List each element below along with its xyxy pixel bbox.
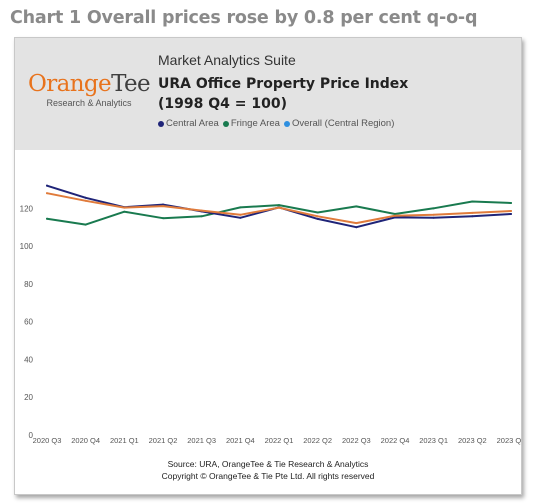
- x-tick-label-10: 2023 Q1: [419, 436, 448, 445]
- legend-label-central: Central Area: [166, 118, 219, 129]
- data-point-overall-10: [432, 213, 435, 216]
- x-tick-label-1: 2020 Q4: [71, 436, 100, 445]
- data-point-overall-3: [162, 205, 164, 208]
- data-point-fringe-area-0: [46, 217, 48, 220]
- data-point-overall-9: [394, 214, 396, 217]
- x-tick-label-8: 2022 Q3: [342, 436, 371, 445]
- data-point-fringe-area-3: [162, 217, 164, 220]
- y-tick-label-0: 0: [29, 431, 34, 440]
- data-point-fringe-area-6: [278, 204, 280, 207]
- y-tick-label-5: 100: [20, 242, 34, 251]
- source-line: Source: URA, OrangeTee & Tie Research & …: [167, 459, 369, 469]
- y-tick-label-3: 60: [24, 318, 33, 327]
- legend-label-fringe: Fringe Area: [230, 118, 280, 129]
- x-tick-label-0: 2020 Q3: [33, 436, 62, 445]
- logo-wordmark: OrangeTee: [25, 71, 153, 97]
- y-tick-label-2: 40: [24, 355, 33, 364]
- legend: Central Area Fringe Area Overall (Centra…: [158, 118, 394, 129]
- data-point-overall-0: [46, 192, 48, 195]
- chart-title: URA Office Property Price Index (1998 Q4…: [158, 74, 408, 114]
- y-tick-label-4: 80: [24, 280, 33, 289]
- logo-word-tee: Tee: [111, 71, 151, 97]
- x-tick-label-4: 2021 Q3: [187, 436, 216, 445]
- data-point-fringe-area-1: [84, 223, 87, 226]
- legend-dot-overall: [283, 120, 290, 127]
- data-point-fringe-area-4: [200, 215, 203, 218]
- data-point-fringe-area-2: [123, 210, 126, 213]
- legend-dot-fringe: [222, 120, 229, 127]
- copyright-line: Copyright © OrangeTee & Tie Pte Ltd. All…: [161, 471, 375, 481]
- x-tick-label-7: 2022 Q2: [303, 436, 332, 445]
- x-tick-label-3: 2021 Q2: [149, 436, 178, 445]
- x-tick-label-12: 2023 Q3: [497, 436, 521, 445]
- chart-title-line1: URA Office Property Price Index: [158, 76, 409, 92]
- x-tick-label-6: 2022 Q1: [265, 436, 294, 445]
- orangetee-logo: OrangeTee Research & Analytics: [25, 71, 153, 108]
- data-point-overall-7: [316, 215, 319, 218]
- data-point-central-area-12: [510, 213, 512, 215]
- chart-title-line2: (1998 Q4 = 100): [158, 96, 287, 112]
- data-point-overall-11: [471, 211, 474, 214]
- source-note: Source: URA, OrangeTee & Tie Research & …: [15, 458, 521, 482]
- logo-word-orange: Orange: [27, 71, 112, 97]
- data-point-overall-6: [278, 206, 280, 209]
- x-tick-label-5: 2021 Q4: [226, 436, 255, 445]
- data-point-overall-4: [200, 209, 203, 212]
- data-point-fringe-area-7: [316, 211, 319, 214]
- legend-item-fringe: Fringe Area: [222, 118, 280, 129]
- data-point-central-area-0: [46, 184, 48, 187]
- chart-heading: Chart 1 Overall prices rose by 0.8 per c…: [10, 8, 478, 28]
- data-point-fringe-area-5: [239, 206, 242, 209]
- legend-item-overall: Overall (Central Region): [283, 118, 395, 129]
- data-point-central-area-9: [394, 216, 396, 219]
- legend-item-central: Central Area: [158, 118, 219, 129]
- suite-label: Market Analytics Suite: [158, 52, 296, 68]
- data-point-central-area-3: [162, 203, 164, 206]
- data-point-central-area-11: [471, 215, 474, 218]
- header-panel: OrangeTee Research & Analytics Market An…: [15, 38, 521, 150]
- report-frame: OrangeTee Research & Analytics Market An…: [14, 37, 522, 495]
- data-point-overall-2: [123, 206, 126, 209]
- x-tick-label-2: 2021 Q1: [110, 436, 139, 445]
- x-tick-label-11: 2023 Q2: [458, 436, 487, 445]
- data-point-fringe-area-9: [394, 213, 396, 215]
- data-point-fringe-area-10: [432, 207, 435, 210]
- legend-label-overall: Overall (Central Region): [291, 118, 395, 129]
- data-point-fringe-area-8: [355, 205, 358, 208]
- line-chart: 0 20 40 60 80 100 120 2020 Q3 2020 Q4 2021 Q1 2021…: [20, 184, 521, 445]
- data-point-central-area-8: [355, 226, 358, 229]
- data-point-fringe-area-12: [510, 202, 512, 205]
- data-point-overall-1: [84, 199, 87, 202]
- data-point-central-area-7: [316, 217, 319, 220]
- data-point-overall-12: [510, 209, 512, 212]
- data-point-central-area-1: [84, 196, 87, 199]
- data-point-central-area-10: [432, 216, 435, 219]
- data-point-overall-8: [355, 222, 358, 225]
- data-point-overall-5: [239, 213, 242, 216]
- logo-tagline: Research & Analytics: [46, 98, 132, 108]
- y-tick-label-6: 120: [20, 204, 34, 213]
- y-tick-label-1: 20: [24, 393, 33, 402]
- data-point-central-area-5: [239, 216, 242, 219]
- legend-dot-central: [158, 120, 164, 127]
- x-tick-label-9: 2022 Q4: [381, 436, 410, 445]
- data-point-fringe-area-11: [471, 200, 474, 203]
